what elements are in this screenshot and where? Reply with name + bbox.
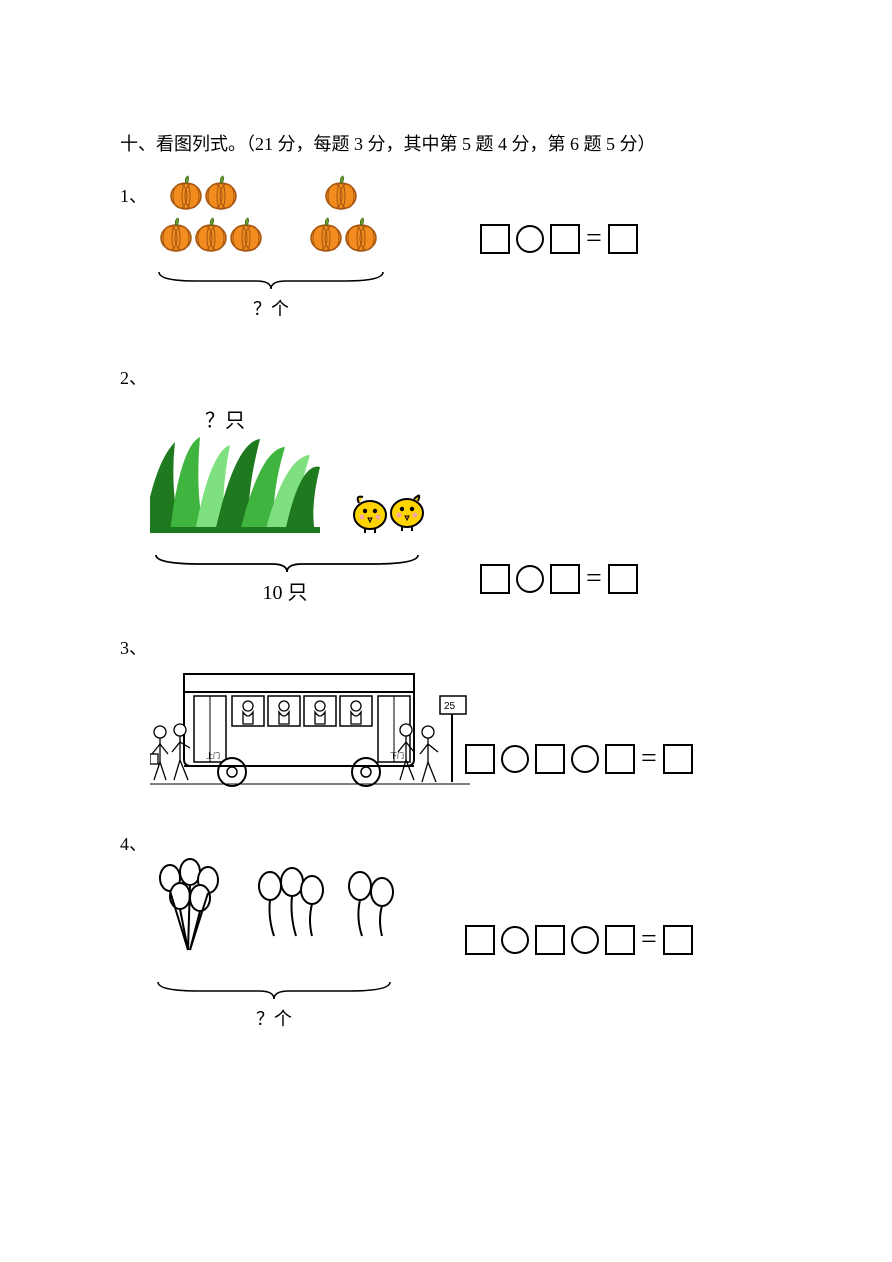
svg-text:上门: 上门 [206, 751, 220, 760]
q4-brace [154, 979, 394, 1001]
blank-box[interactable] [663, 744, 693, 774]
blank-box[interactable] [465, 744, 495, 774]
q1-equation: = [480, 224, 638, 254]
q3-bus-figure: 上门 下门 [150, 662, 470, 802]
q3-equation: = [465, 744, 693, 774]
q4-equation: = [465, 925, 693, 955]
q2-brace [152, 552, 422, 574]
blank-box[interactable] [605, 925, 635, 955]
equals-sign: = [586, 565, 602, 593]
blank-box[interactable] [605, 744, 635, 774]
q2-grass-chicks-figure [150, 437, 440, 547]
operator-circle[interactable] [516, 565, 544, 593]
operator-circle[interactable] [571, 926, 599, 954]
q1-label: 1、 [120, 182, 147, 208]
q1-brace [156, 269, 386, 291]
equals-sign: = [586, 225, 602, 253]
blank-box[interactable] [608, 224, 638, 254]
blank-box[interactable] [480, 564, 510, 594]
blank-box[interactable] [465, 925, 495, 955]
q4-label: 4、 [120, 830, 147, 856]
blank-box[interactable] [550, 224, 580, 254]
equals-sign: = [641, 745, 657, 773]
blank-box[interactable] [535, 925, 565, 955]
blank-box[interactable] [663, 925, 693, 955]
operator-circle[interactable] [501, 745, 529, 773]
q4-balloons-figure [150, 858, 410, 968]
q2-unknown-label: ？只 [205, 404, 792, 433]
svg-text:下门: 下门 [390, 751, 404, 760]
question-3: 3、 上门 下门 [120, 634, 792, 814]
q2-total-label: 10 只 [150, 576, 420, 605]
question-4: 4、 [120, 830, 792, 1050]
equals-sign: = [641, 926, 657, 954]
operator-circle[interactable] [501, 926, 529, 954]
q1-unknown-label: ？个 [156, 295, 386, 321]
operator-circle[interactable] [516, 225, 544, 253]
q2-equation: = [480, 564, 638, 594]
q3-label: 3、 [120, 634, 147, 660]
section-title: 十、看图列式。（21 分，每题 3 分，其中第 5 题 4 分，第 6 题 5 … [120, 134, 656, 154]
q2-label: 2、 [120, 364, 147, 390]
blank-box[interactable] [608, 564, 638, 594]
q4-unknown-label: ？个 [154, 1005, 394, 1031]
q1-pumpkin-figure [150, 174, 420, 264]
bus-sign-number: 25 [444, 701, 456, 712]
operator-circle[interactable] [571, 745, 599, 773]
section-header: 十、看图列式。（21 分，每题 3 分，其中第 5 题 4 分，第 6 题 5 … [120, 130, 792, 156]
blank-box[interactable] [480, 224, 510, 254]
blank-box[interactable] [535, 744, 565, 774]
blank-box[interactable] [550, 564, 580, 594]
question-2: 2、 ？只 [120, 364, 792, 614]
question-1: 1、 [120, 174, 792, 334]
